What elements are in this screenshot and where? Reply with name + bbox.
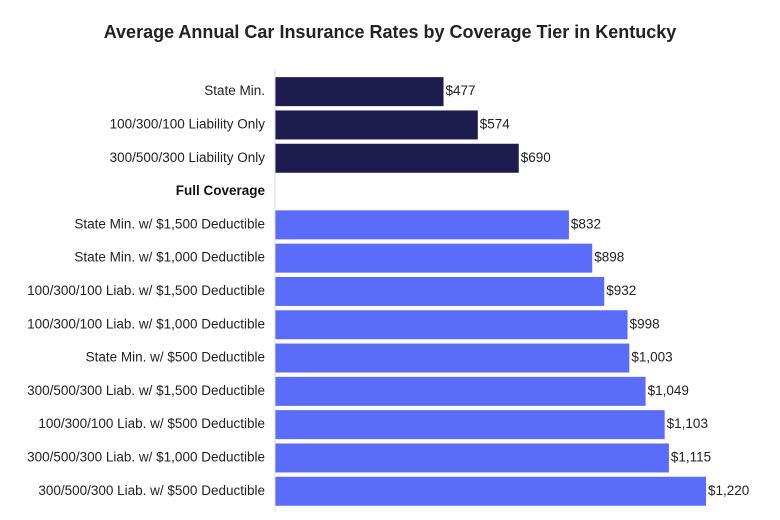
category-label: 100/300/100 Liab. w/ $500 Deductible	[38, 416, 265, 431]
bar	[275, 376, 646, 406]
group-label: Full Coverage	[176, 183, 266, 198]
data-label: $574	[480, 117, 511, 132]
category-label: State Min. w/ $1,500 Deductible	[74, 216, 265, 231]
category-label: 100/300/100 Liab. w/ $1,000 Deductible	[27, 316, 265, 331]
data-label: $898	[594, 250, 624, 265]
category-label: 300/500/300 Liab. w/ $500 Deductible	[38, 483, 265, 498]
data-label: $477	[446, 83, 476, 98]
category-label: 300/500/300 Liability Only	[110, 150, 266, 165]
category-label: 300/500/300 Liab. w/ $1,500 Deductible	[27, 383, 265, 398]
data-label: $1,103	[667, 416, 708, 431]
data-label: $1,115	[671, 450, 711, 465]
data-label: $1,003	[631, 350, 672, 365]
category-label: 100/300/100 Liab. w/ $1,500 Deductible	[27, 283, 265, 298]
bar	[275, 443, 669, 473]
category-label: 100/300/100 Liability Only	[110, 117, 266, 132]
category-label: State Min. w/ $500 Deductible	[86, 350, 265, 365]
bar	[275, 276, 605, 306]
data-label: $932	[606, 283, 636, 298]
bar	[275, 410, 665, 440]
bar	[275, 210, 569, 240]
data-label: $832	[571, 216, 601, 231]
data-label: $1,049	[648, 383, 689, 398]
bar	[275, 143, 519, 173]
category-label: State Min.	[204, 83, 265, 98]
category-label: State Min. w/ $1,000 Deductible	[74, 250, 265, 265]
bar	[275, 476, 706, 506]
data-label: $690	[521, 150, 551, 165]
bar	[275, 77, 444, 107]
bar	[275, 243, 593, 273]
data-label: $998	[630, 316, 660, 331]
bar	[275, 310, 628, 340]
data-label: $1,220	[708, 483, 749, 498]
category-label: 300/500/300 Liab. w/ $1,000 Deductible	[27, 450, 265, 465]
chart-title: Average Annual Car Insurance Rates by Co…	[103, 22, 677, 42]
bar	[275, 343, 630, 373]
bar	[275, 110, 478, 140]
